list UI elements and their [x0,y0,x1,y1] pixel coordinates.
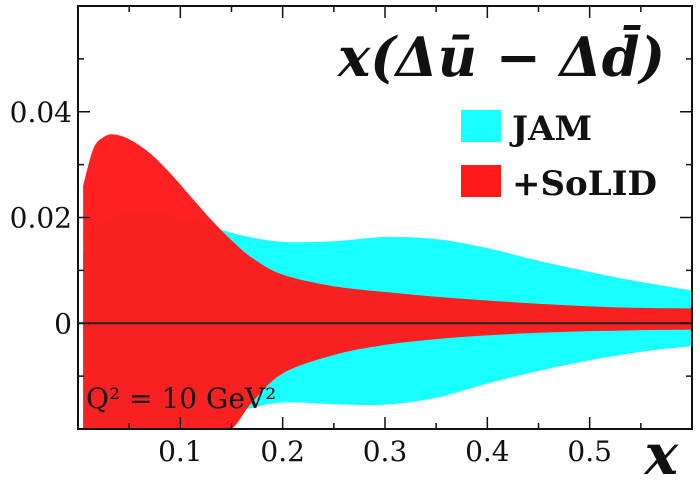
x-axis-label: x [644,422,679,488]
axis-tick-labels: 0.1 0.2 0.3 0.4 0.5 0 0.02 0.04 [10,96,612,468]
x-tick-label: 0.5 [567,435,612,468]
x-tick-label: 0.3 [363,435,408,468]
band-solid [83,134,692,429]
legend-label-jam: JAM [509,109,592,149]
legend: JAM +SoLID [461,109,657,204]
y-tick-label: 0.02 [10,202,72,235]
y-tick-label: 0.04 [10,96,72,129]
uncertainty-bands [83,134,692,429]
x-tick-label: 0.1 [158,435,203,468]
legend-swatch-solid [461,165,501,197]
q2-annotation: Q² = 10 GeV² [86,382,276,415]
chart-title: x(Δū − Δd̄) [337,25,665,89]
axis-ticks [78,6,692,429]
y-tick-label: 0 [54,307,72,340]
legend-label-solid: +SoLID [512,164,657,204]
legend-swatch-jam [461,110,501,142]
x-tick-label: 0.4 [465,435,510,468]
x-tick-label: 0.2 [260,435,305,468]
